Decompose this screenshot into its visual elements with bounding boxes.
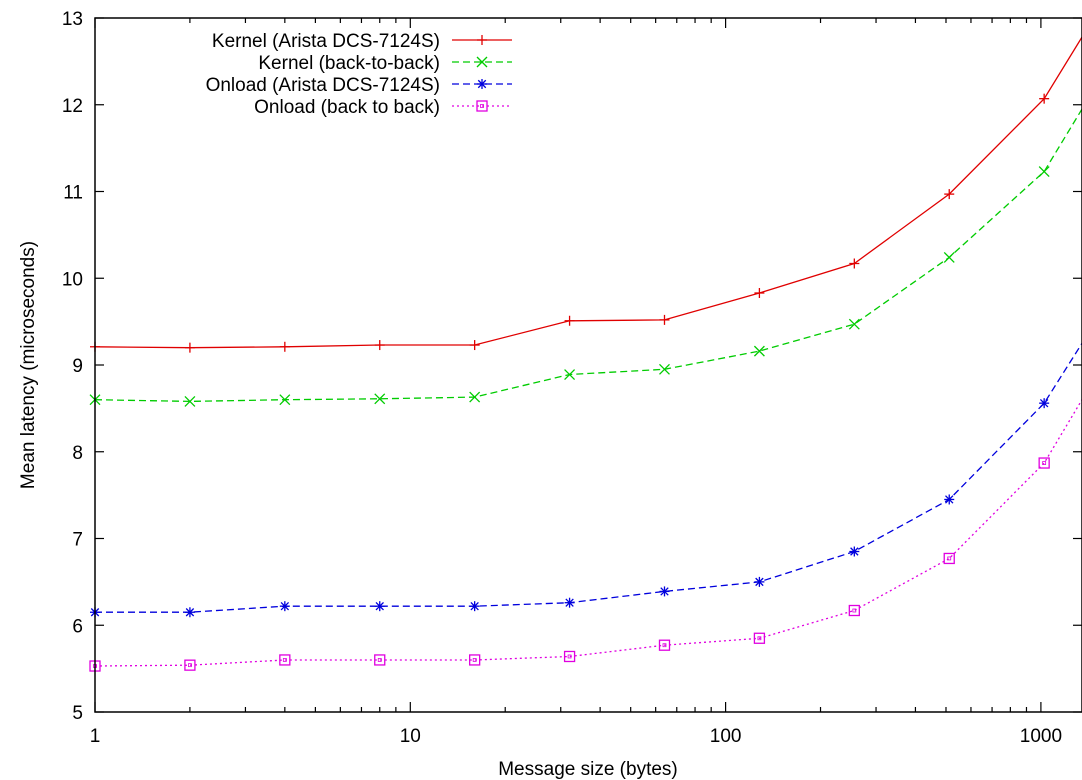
data-point (374, 340, 385, 351)
data-point (944, 189, 955, 200)
legend-entry: Onload (Arista DCS-7124S) (206, 75, 512, 96)
legend-label: Kernel (Arista DCS-7124S) (212, 31, 440, 52)
x-tick-label: 10 (400, 726, 421, 747)
data-point (469, 654, 481, 666)
data-point (659, 586, 670, 597)
data-point (944, 494, 955, 505)
y-tick-label: 13 (62, 9, 83, 30)
y-tick-label: 7 (72, 530, 83, 551)
data-point (943, 552, 955, 565)
data-point (753, 632, 766, 644)
data-point (564, 369, 576, 381)
series-line (95, 342, 1082, 613)
y-tick-label: 8 (72, 443, 83, 464)
series-line (94, 108, 1082, 403)
data-point (659, 363, 670, 375)
data-point (1038, 457, 1050, 469)
series-3 (89, 399, 1082, 672)
legend-marker (476, 100, 488, 112)
data-point (374, 654, 386, 666)
x-tick-label: 1000 (1020, 726, 1062, 747)
data-point (279, 654, 291, 666)
data-point (1039, 398, 1050, 409)
legend-marker (477, 35, 487, 45)
data-point (184, 659, 196, 671)
x-tick-label: 1 (90, 726, 101, 747)
y-tick-label: 5 (72, 703, 83, 724)
legend-entry: Onload (back to back) (254, 97, 512, 118)
y-tick-label: 12 (62, 96, 83, 117)
legend: Kernel (Arista DCS-7124S)Kernel (back-to… (206, 31, 512, 118)
data-point (279, 601, 290, 612)
data-point (469, 391, 481, 403)
y-tick-label: 6 (72, 616, 83, 637)
y-tick-label: 11 (63, 183, 83, 204)
data-point (754, 287, 765, 298)
y-axis-title: Mean latency (microseconds) (18, 241, 39, 489)
x-tick-label: 100 (710, 726, 742, 747)
legend-label: Onload (Arista DCS-7124S) (206, 75, 440, 96)
data-point (563, 650, 576, 663)
data-point (564, 315, 575, 326)
data-point (659, 314, 670, 325)
data-point (753, 345, 765, 357)
data-point (849, 546, 860, 557)
data-point (279, 341, 290, 352)
data-point (943, 251, 955, 263)
axis-ticks: 5 6 7 8 9 10 11 12 13 1 10 100 1000 (62, 9, 1082, 747)
plot-frame (94, 17, 1082, 713)
series-1 (89, 108, 1082, 407)
series-line (94, 36, 1082, 349)
data-point (1039, 93, 1050, 104)
data-point (469, 340, 480, 351)
data-point (469, 601, 480, 612)
data-point (184, 395, 196, 407)
series-layer (89, 36, 1082, 672)
y-tick-label: 9 (72, 356, 83, 377)
legend-entry: Kernel (back-to-back) (258, 53, 512, 74)
data-point (374, 393, 386, 405)
data-point (848, 604, 860, 617)
data-point (279, 394, 291, 406)
data-point (1038, 166, 1050, 178)
legend-label: Kernel (back-to-back) (258, 53, 440, 74)
data-point (564, 597, 575, 608)
data-point (658, 639, 671, 651)
data-point (848, 318, 860, 330)
legend-label: Onload (back to back) (254, 97, 440, 118)
legend-marker (476, 56, 488, 68)
y-tick-label: 10 (62, 269, 83, 290)
series-2 (90, 342, 1082, 618)
data-point (374, 601, 385, 612)
legend-marker (477, 79, 487, 89)
data-point (184, 607, 195, 618)
legend-entry: Kernel (Arista DCS-7124S) (212, 31, 512, 52)
data-point (184, 342, 195, 353)
x-axis-title: Message size (bytes) (498, 759, 678, 780)
data-point (849, 258, 860, 269)
series-line (94, 399, 1082, 667)
data-point (754, 576, 765, 587)
